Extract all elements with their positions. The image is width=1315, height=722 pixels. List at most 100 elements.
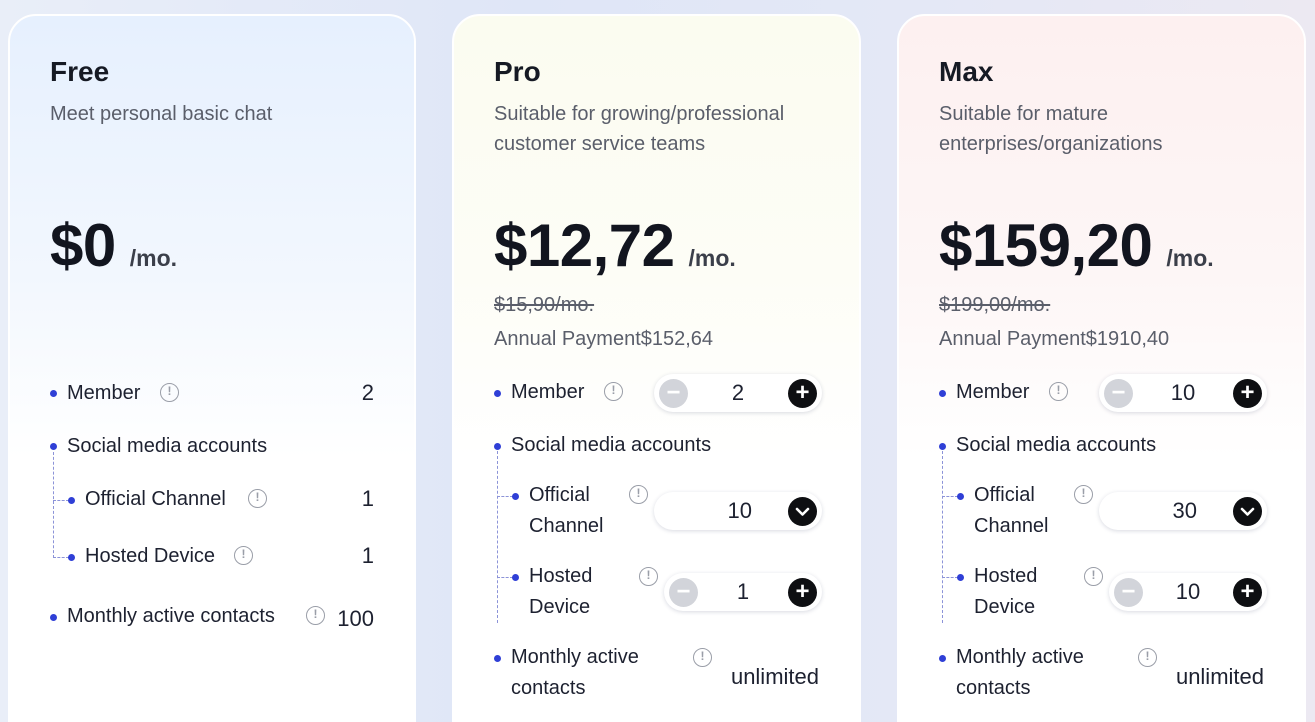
info-icon[interactable]: ! [248,489,267,508]
feature-hosted-label: Hosted Device [85,545,216,567]
info-icon[interactable]: ! [1084,567,1103,586]
tree-connector [942,496,958,497]
feature-member-label: Member [956,381,1030,403]
bullet-dot [68,554,75,561]
feature-mac-label: Monthly active [956,646,1084,668]
feature-hosted-label: Hosted [974,565,1038,587]
feature-mac-value: unlimited [730,664,819,689]
info-icon[interactable]: ! [693,648,712,667]
tree-connector [53,557,69,558]
minus-button[interactable]: − [669,578,698,607]
feature-official-label: Official [974,484,1035,506]
minus-button[interactable]: − [1104,379,1133,408]
tree-connector [497,451,498,623]
feature-official-label: Official Channel [85,488,226,510]
plus-button[interactable]: + [1233,578,1262,607]
bullet-dot [939,443,946,450]
feature-mac-label: Monthly active [511,646,639,668]
price-row: $159,20 /mo. [939,211,1214,280]
price-unit: /mo. [129,245,178,271]
annual-payment: Annual Payment$1910,40 [939,328,1170,350]
tree-connector [53,500,69,501]
tree-connector [53,452,54,558]
minus-button[interactable]: − [1114,578,1143,607]
plan-price: $12,72 [494,212,675,279]
official-channel-value: 10 [727,498,752,523]
feature-official-value: 1 [361,486,374,511]
member-stepper-value[interactable]: 10 [1170,380,1196,405]
price-unit: /mo. [1166,245,1214,271]
plan-name: Max [939,56,994,87]
bullet-dot [50,443,57,450]
info-icon[interactable]: ! [639,567,658,586]
member-stepper-value[interactable]: 2 [731,380,745,405]
feature-official-label: Official [529,484,590,506]
plan-description: Suitable for mature enterprises/organiza… [939,103,1163,155]
info-icon[interactable]: ! [1138,648,1157,667]
bullet-dot [939,655,946,662]
minus-button[interactable]: − [659,379,688,408]
chevron-down-icon[interactable] [788,497,817,526]
info-icon[interactable]: ! [629,485,648,504]
feature-official-label: Channel [974,515,1049,537]
feature-mac-label: contacts [511,677,586,699]
info-icon[interactable]: ! [604,382,623,401]
price-row: $12,72 /mo. [494,211,736,280]
bullet-dot [50,390,57,397]
plan-card-max: Max Suitable for mature enterprises/orga… [897,14,1306,722]
original-price: $15,90/mo. [494,294,595,316]
plan-description: Suitable for growing/professional custom… [494,103,785,155]
tree-connector [497,577,513,578]
feature-mac-value: unlimited [1175,664,1264,689]
feature-member-value: 2 [361,380,374,405]
bullet-dot [939,390,946,397]
feature-hosted-value: 1 [361,543,374,568]
hosted-device-stepper-value[interactable]: 1 [736,579,750,604]
feature-member-label: Member [511,381,585,403]
bullet-dot [494,443,501,450]
info-icon[interactable]: ! [234,546,253,565]
chevron-down-icon[interactable] [1233,497,1262,526]
plus-button[interactable]: + [788,578,817,607]
official-channel-dropdown[interactable]: 10 [654,492,822,530]
hosted-device-stepper: 1 − + [664,573,822,611]
bullet-dot [494,390,501,397]
plan-name: Pro [494,56,541,87]
bullet-dot [68,497,75,504]
annual-payment: Annual Payment$152,64 [494,328,714,350]
info-icon[interactable]: ! [1049,382,1068,401]
plus-button[interactable]: + [1233,379,1262,408]
feature-hosted-label: Device [974,596,1036,618]
hosted-device-stepper-value[interactable]: 10 [1175,579,1201,604]
tree-connector [942,451,943,623]
info-icon[interactable]: ! [160,383,179,402]
plus-button[interactable]: + [788,379,817,408]
plan-price: $159,20 [939,212,1153,279]
bullet-dot [512,493,519,500]
bullet-dot [957,574,964,581]
feature-member-label: Member [67,382,141,404]
plan-price: $0 [50,212,116,279]
price-unit: /mo. [688,245,736,271]
official-channel-dropdown[interactable]: 30 [1099,492,1267,530]
feature-social-label: Social media accounts [511,434,712,456]
bullet-dot [494,655,501,662]
feature-mac-label: contacts [956,677,1031,699]
feature-mac-value: 100 [337,606,374,631]
original-price: $199,00/mo. [939,294,1051,316]
feature-social-label: Social media accounts [956,434,1157,456]
tree-connector [942,577,958,578]
member-stepper: 10 − + [1099,374,1267,412]
feature-official-label: Channel [529,515,604,537]
plan-name: Free [50,56,110,87]
bullet-dot [512,574,519,581]
feature-mac-label: Monthly active contacts [67,605,275,627]
member-stepper: 2 − + [654,374,822,412]
info-icon[interactable]: ! [1074,485,1093,504]
plan-card-free: Free Meet personal basic chat $0 /mo. Me… [8,14,416,722]
tree-connector [497,496,513,497]
official-channel-value: 30 [1172,498,1197,523]
feature-hosted-label: Device [529,596,591,618]
info-icon[interactable]: ! [306,606,325,625]
feature-social-label: Social media accounts [67,435,268,457]
